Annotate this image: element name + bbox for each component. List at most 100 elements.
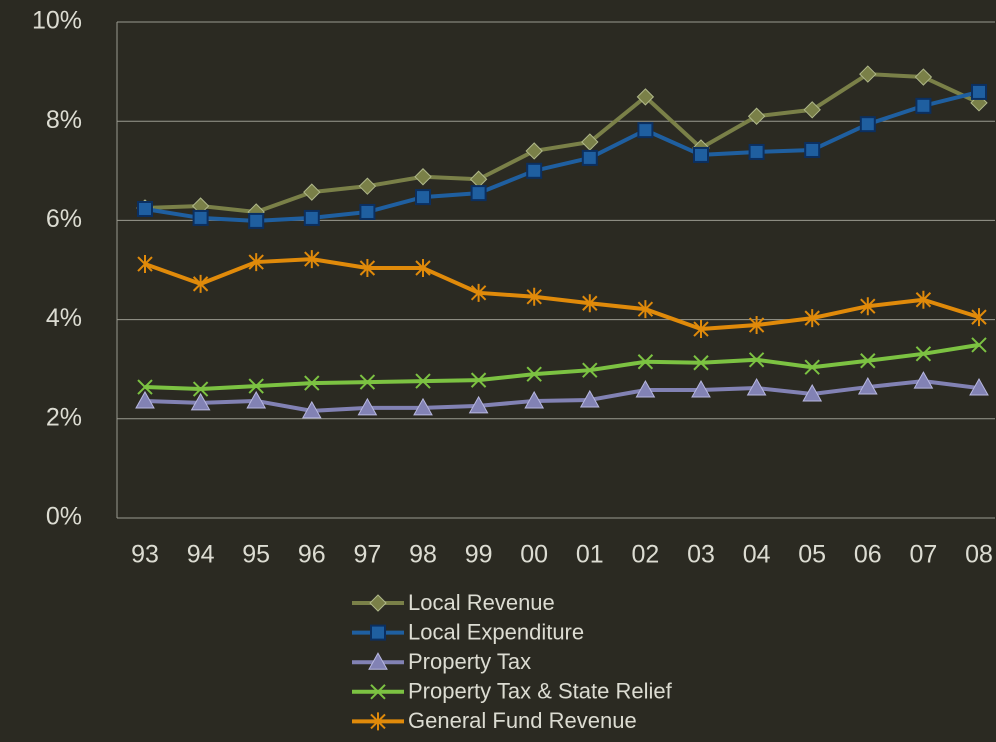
marker xyxy=(248,253,264,272)
marker xyxy=(526,287,542,306)
marker xyxy=(971,308,987,327)
marker xyxy=(135,390,155,409)
marker xyxy=(860,297,876,316)
legend-label: Property Tax xyxy=(408,649,531,674)
marker xyxy=(582,294,598,313)
y-tick-label: 6% xyxy=(46,205,82,233)
marker xyxy=(304,375,320,391)
marker xyxy=(915,97,932,114)
legend-label: Local Revenue xyxy=(408,590,555,615)
x-tick-label: 08 xyxy=(965,541,993,569)
marker xyxy=(414,168,432,186)
x-tick-label: 05 xyxy=(798,541,826,569)
marker xyxy=(860,353,876,369)
marker xyxy=(357,397,378,416)
series-line xyxy=(144,379,980,413)
marker xyxy=(192,381,209,397)
marker xyxy=(636,88,655,106)
series xyxy=(135,371,989,419)
marker xyxy=(526,366,542,382)
marker xyxy=(691,380,711,398)
marker xyxy=(525,142,543,160)
marker xyxy=(747,107,766,125)
marker xyxy=(470,283,487,302)
marker xyxy=(581,149,598,166)
x-tick-label: 07 xyxy=(909,541,937,569)
legend-marker xyxy=(370,684,386,700)
legend-label: Property Tax & State Relief xyxy=(408,679,673,704)
marker xyxy=(248,212,265,229)
x-tick-label: 99 xyxy=(465,541,493,569)
marker xyxy=(913,371,934,389)
x-tick-label: 02 xyxy=(631,541,659,569)
marker xyxy=(246,390,267,409)
legend-marker xyxy=(370,624,386,641)
legend-item: Property Tax xyxy=(352,649,531,674)
marker xyxy=(693,146,709,163)
series xyxy=(137,83,987,229)
marker xyxy=(524,390,545,409)
x-tick-label: 00 xyxy=(520,541,548,569)
legend-marker xyxy=(368,652,388,670)
marker xyxy=(359,203,376,220)
marker xyxy=(301,400,322,419)
x-tick-label: 06 xyxy=(854,541,882,569)
marker xyxy=(137,200,153,217)
marker xyxy=(248,378,264,394)
marker xyxy=(303,183,321,201)
y-tick-label: 0% xyxy=(46,503,82,531)
x-tick-label: 04 xyxy=(743,541,771,569)
x-tick-label: 97 xyxy=(353,541,381,569)
legend-item: Local Revenue xyxy=(352,590,555,615)
marker xyxy=(415,189,431,206)
marker xyxy=(915,346,932,362)
legend-label: Local Expenditure xyxy=(408,619,584,644)
marker xyxy=(303,209,320,226)
y-tick-label: 8% xyxy=(46,106,82,134)
x-tick-label: 93 xyxy=(131,541,159,569)
legend-marker xyxy=(369,594,387,612)
marker xyxy=(415,259,431,278)
marker xyxy=(137,379,153,395)
series-line xyxy=(144,72,980,214)
x-tick-label: 03 xyxy=(687,541,715,569)
marker xyxy=(468,395,489,414)
marker xyxy=(190,392,211,411)
marker xyxy=(969,378,989,396)
marker xyxy=(914,68,933,86)
marker xyxy=(971,83,987,100)
marker xyxy=(859,65,877,83)
legend-marker xyxy=(370,712,386,731)
marker xyxy=(915,290,932,309)
y-tick-label: 10% xyxy=(32,7,82,35)
marker xyxy=(579,389,600,408)
marker xyxy=(804,309,820,328)
marker xyxy=(803,101,821,119)
x-tick-label: 96 xyxy=(298,541,326,569)
marker xyxy=(413,397,433,416)
marker xyxy=(859,116,876,133)
y-tick-label: 2% xyxy=(46,403,82,431)
marker xyxy=(857,377,878,395)
series xyxy=(137,250,987,339)
marker xyxy=(804,359,820,375)
x-tick-label: 01 xyxy=(576,541,604,569)
legend-item: Property Tax & State Relief xyxy=(352,679,673,704)
marker xyxy=(637,354,654,370)
marker xyxy=(693,355,709,371)
marker xyxy=(746,378,767,396)
marker xyxy=(693,320,709,339)
marker xyxy=(470,372,487,388)
marker xyxy=(470,185,487,202)
marker xyxy=(637,122,654,139)
x-tick-label: 98 xyxy=(409,541,437,569)
marker xyxy=(192,209,209,226)
marker xyxy=(635,380,656,398)
legend-label: General Fund Revenue xyxy=(408,708,637,733)
x-tick-label: 95 xyxy=(242,541,270,569)
marker xyxy=(971,337,987,353)
marker xyxy=(804,141,821,158)
marker xyxy=(359,259,376,278)
marker xyxy=(748,352,765,368)
